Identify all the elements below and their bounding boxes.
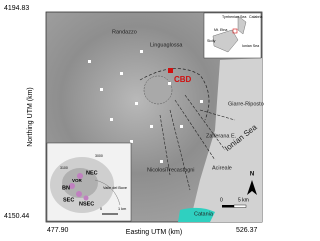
north-label: N <box>250 172 254 178</box>
place-label: Giarre-Riposto <box>228 101 264 107</box>
crater-label: SEC <box>63 197 74 203</box>
place-label: Nicolosi <box>147 167 166 173</box>
catania-coast <box>178 207 215 222</box>
caldera-rim <box>139 68 210 121</box>
axis-value: 526.37 <box>236 227 258 234</box>
inset-label: Mt. Etna <box>214 28 227 32</box>
crater-label: NEC <box>86 170 98 176</box>
scale-bar: 0 5 km <box>220 197 249 208</box>
axis-value: 4194.83 <box>4 5 29 12</box>
sea <box>190 58 262 222</box>
axis-title: Northing UTM (km) <box>27 87 34 147</box>
inset-label: Tyrrhenian Sea <box>222 15 246 19</box>
place-label: Linguaglossa <box>150 42 183 48</box>
summit-area <box>143 75 173 105</box>
figure: Randazzo Linguaglossa CBD Giarre-Riposto… <box>4 5 264 236</box>
scale-label: 0 <box>220 197 223 203</box>
inset-label: Ionian Sea <box>242 44 259 48</box>
crater-label: VOR <box>72 178 83 183</box>
scale-label: 1 km <box>118 207 126 211</box>
contour-label: 3100 <box>60 166 68 170</box>
site-marker <box>168 68 173 73</box>
site-label: CBD <box>174 75 192 84</box>
axis-title: Easting UTM (km) <box>126 229 182 236</box>
axis-value: 477.90 <box>47 227 69 234</box>
summit-inset: NEC VOR BN SEC NSEC Valle del Bove 3000 … <box>46 142 132 222</box>
axis-value: 4150.44 <box>4 213 29 220</box>
crater-label: BN <box>62 185 70 191</box>
inset-label: Calabria <box>249 15 262 19</box>
place-label: Zafferana E. <box>206 133 237 139</box>
inset-label: Sicily <box>207 39 216 43</box>
north-arrow: N <box>247 172 257 195</box>
crater-label: NSEC <box>79 201 94 207</box>
scale-label: 5 km <box>238 197 249 203</box>
scale-label: 0 <box>100 207 102 211</box>
place-label: Trecastagni <box>166 167 195 173</box>
contour-label: 3000 <box>95 154 103 158</box>
place-label: Acireale <box>212 165 232 171</box>
valley-label: Valle del Bove <box>103 186 127 190</box>
stations <box>88 50 203 163</box>
place-label: Randazzo <box>112 29 137 35</box>
location-inset: Tyrrhenian Sea Calabria Mt. Etna Sicily … <box>203 12 262 59</box>
place-label: Catania <box>194 211 214 217</box>
faults <box>159 94 236 191</box>
